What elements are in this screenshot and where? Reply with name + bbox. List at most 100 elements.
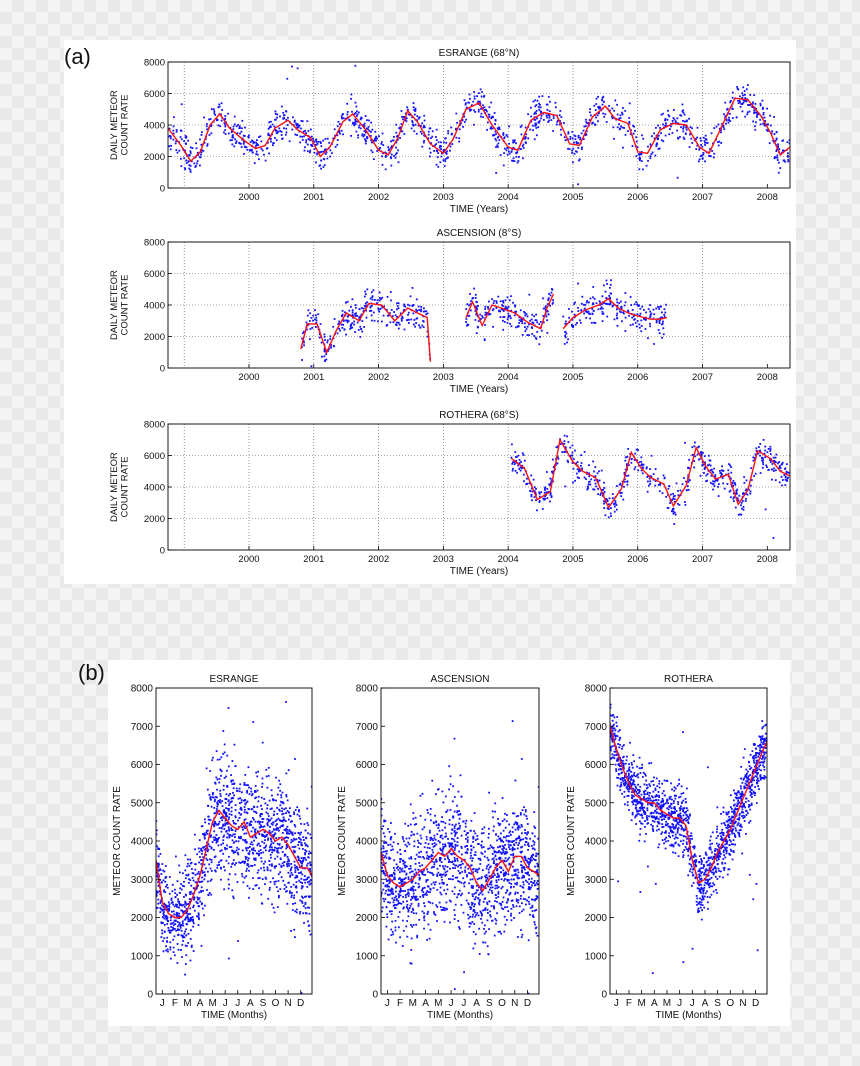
data-point [285, 110, 287, 112]
data-point [648, 477, 651, 480]
data-point [183, 932, 186, 935]
data-point [635, 140, 638, 143]
data-point [240, 808, 243, 811]
data-point [293, 928, 296, 931]
data-point [395, 941, 397, 944]
data-point [187, 862, 189, 865]
data-point [188, 164, 191, 166]
data-point [519, 469, 522, 472]
data-point [446, 888, 449, 891]
data-point [437, 165, 440, 168]
data-point [777, 161, 780, 164]
data-point [347, 314, 350, 317]
data-point [307, 862, 309, 865]
data-point [513, 463, 516, 466]
data-point [324, 153, 327, 155]
data-point [511, 899, 514, 902]
data-point [759, 104, 762, 107]
data-point [222, 842, 224, 845]
data-point [380, 298, 382, 300]
data-point [254, 785, 257, 787]
x-tick-label: 2007 [692, 554, 713, 565]
data-point [251, 848, 253, 851]
data-point [284, 836, 287, 839]
data-point [351, 326, 354, 329]
data-point [649, 155, 652, 158]
data-point [185, 874, 188, 877]
data-point [429, 819, 432, 822]
data-point [473, 923, 476, 925]
data-point [623, 304, 626, 307]
data-point [573, 316, 576, 319]
data-point [351, 298, 354, 301]
data-point [355, 110, 358, 113]
data-point [538, 343, 541, 346]
data-point [501, 304, 503, 307]
data-point [245, 856, 248, 859]
data-point [749, 94, 752, 96]
data-point [611, 497, 614, 500]
data-point [650, 153, 653, 155]
data-point [491, 298, 494, 301]
data-point [769, 445, 772, 448]
data-point [416, 119, 419, 122]
data-point [237, 797, 240, 800]
data-point [476, 834, 479, 837]
x-tick-label: S [260, 998, 267, 1009]
data-point [163, 911, 165, 914]
data-point [224, 129, 227, 131]
data-point [265, 775, 268, 778]
data-point [664, 124, 667, 127]
data-point [307, 138, 310, 140]
data-point [248, 853, 251, 856]
data-point [274, 112, 277, 115]
data-point [180, 157, 182, 160]
data-point [527, 137, 530, 140]
data-point [583, 303, 585, 306]
data-point [169, 923, 172, 925]
data-point [722, 124, 725, 127]
data-point [352, 121, 354, 124]
data-point [342, 320, 345, 322]
data-point [621, 111, 623, 114]
data-point [353, 123, 356, 126]
data-point [248, 845, 251, 848]
data-point [258, 854, 260, 857]
data-point [223, 743, 226, 746]
data-point [468, 304, 470, 307]
data-point [665, 303, 667, 306]
data-point [289, 830, 292, 833]
data-point [185, 912, 188, 915]
data-point [502, 132, 505, 135]
data-point [504, 299, 507, 302]
data-point [243, 141, 246, 143]
data-point [222, 852, 225, 855]
data-point [309, 861, 311, 864]
data-point [209, 770, 212, 772]
data-point [728, 112, 731, 115]
data-point [294, 758, 296, 760]
data-point [279, 857, 282, 860]
data-point [488, 106, 491, 109]
data-point [443, 920, 446, 923]
data-point [254, 810, 257, 813]
data-point [295, 881, 298, 883]
data-point [577, 470, 580, 473]
data-point [571, 149, 573, 152]
data-point [562, 122, 565, 124]
data-point [243, 832, 246, 835]
data-point [307, 906, 309, 909]
data-point [439, 841, 441, 844]
data-point [183, 910, 186, 913]
data-point [682, 111, 685, 114]
data-point [746, 113, 749, 116]
y-tick-label: 8000 [144, 420, 165, 431]
data-point [166, 883, 168, 886]
data-point [508, 299, 511, 302]
data-point [584, 132, 587, 135]
data-point [273, 865, 276, 868]
data-point [775, 138, 778, 141]
data-point [307, 824, 310, 827]
data-point [223, 812, 226, 815]
data-point [308, 924, 311, 927]
